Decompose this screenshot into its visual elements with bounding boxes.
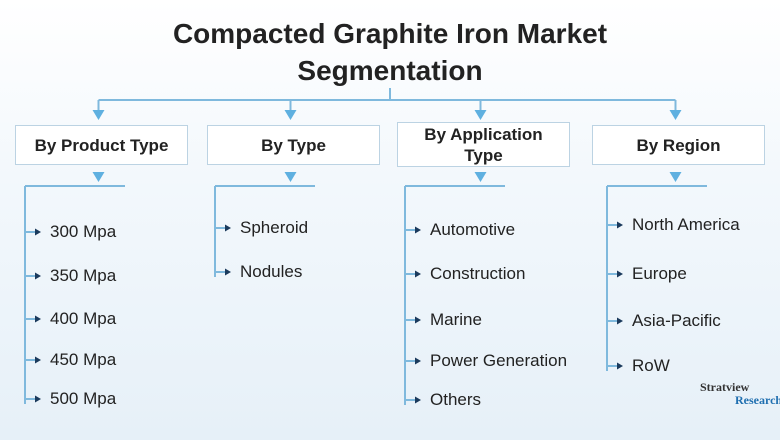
segment-heading: By Type [207,125,380,165]
segment-heading: By Region [592,125,765,165]
arrow [415,357,421,365]
arrow [92,172,105,182]
segment-item: Automotive [430,220,516,239]
arrow [474,172,487,182]
segment-item: Power Generation [430,351,568,370]
segment-item: Nodules [240,262,303,281]
arrow [92,110,105,120]
arrow [35,315,41,323]
arrow [415,270,421,278]
arrow [35,228,41,236]
arrow [415,226,421,234]
arrow [474,110,487,120]
arrow [284,172,297,182]
title: Compacted Graphite Iron Market [172,18,608,49]
arrow [225,268,231,276]
segment-item: 350 Mpa [50,266,117,285]
segment-item: Construction [430,264,526,283]
segment-item: 450 Mpa [50,350,117,369]
arrow [284,110,297,120]
segment-item: Others [430,390,482,409]
segment-item: Marine [430,310,482,329]
arrow [669,172,682,182]
segment-item: 400 Mpa [50,309,117,328]
arrow [415,396,421,404]
arrow [35,272,41,280]
arrow [669,110,682,120]
segment-item: Europe [632,264,687,283]
segment-heading: By Product Type [15,125,188,165]
arrow [35,356,41,364]
logo: Stratview [700,380,750,394]
arrow [617,270,623,278]
arrow [35,395,41,403]
segment-item: RoW [632,356,670,375]
segment-item: Asia-Pacific [632,311,721,330]
arrow [225,224,231,232]
title: Segmentation [297,55,483,86]
arrow [415,316,421,324]
logo: Research [735,393,780,407]
arrow [617,362,623,370]
arrow [617,317,623,325]
segment-item: 500 Mpa [50,389,117,408]
segment-heading: By Application Type [397,122,570,167]
segment-item: 300 Mpa [50,222,117,241]
segment-item: North America [632,215,740,234]
arrow [617,221,623,229]
segment-item: Spheroid [240,218,309,237]
